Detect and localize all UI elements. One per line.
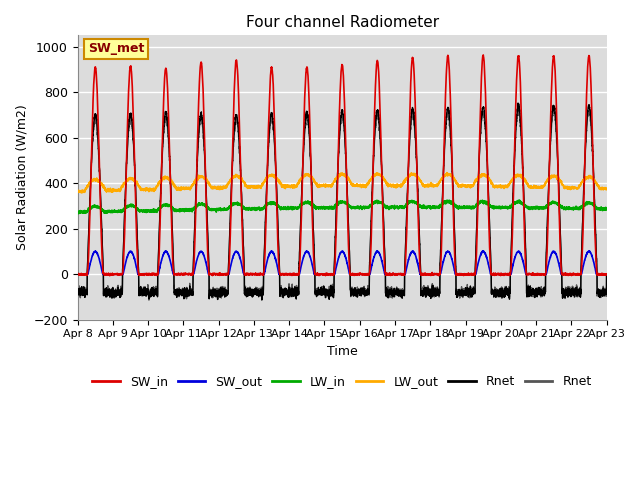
X-axis label: Time: Time: [327, 345, 358, 358]
Legend: SW_in, SW_out, LW_in, LW_out, Rnet, Rnet: SW_in, SW_out, LW_in, LW_out, Rnet, Rnet: [88, 370, 596, 393]
Title: Four channel Radiometer: Four channel Radiometer: [246, 15, 438, 30]
Text: SW_met: SW_met: [88, 42, 145, 56]
Y-axis label: Solar Radiation (W/m2): Solar Radiation (W/m2): [15, 105, 28, 251]
